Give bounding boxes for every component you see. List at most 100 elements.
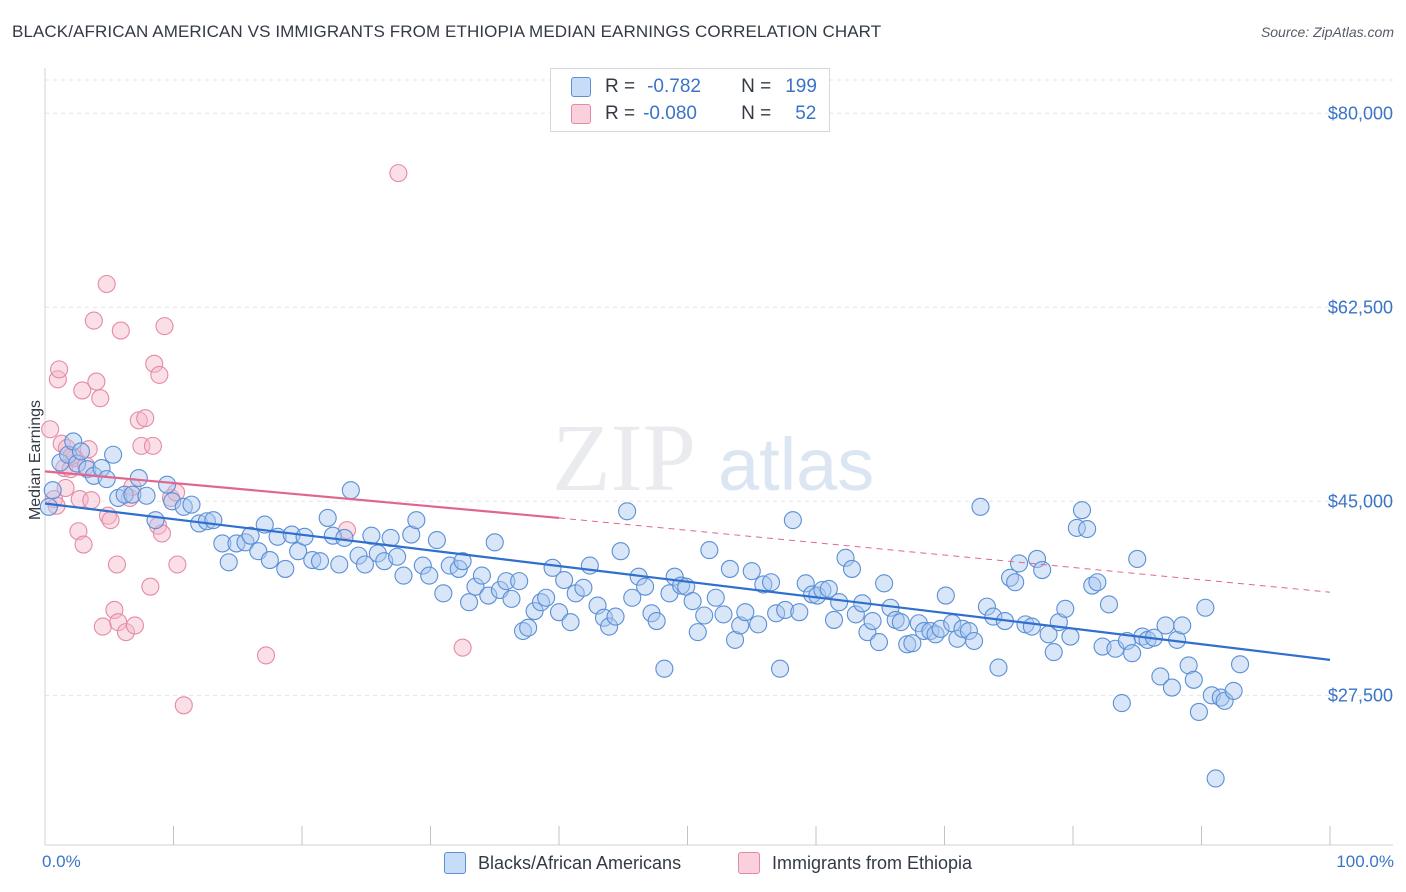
data-point-blacks-african-americans [783, 511, 802, 530]
data-point-blacks-african-americans [335, 528, 354, 547]
data-point-blacks-african-americans [984, 607, 1003, 626]
data-point-blacks-african-americans [742, 562, 761, 581]
chart-title: BLACK/AFRICAN AMERICAN VS IMMIGRANTS FRO… [12, 22, 882, 41]
data-point-blacks-african-americans [971, 497, 990, 516]
data-point-blacks-african-americans [824, 610, 844, 629]
data-point-blacks-african-americans [903, 634, 922, 653]
data-point-blacks-african-americans [219, 553, 238, 572]
data-point-blacks-african-americans [770, 659, 790, 678]
data-point-blacks-african-americans [611, 542, 630, 561]
data-point-immigrants-from-ethiopia [82, 491, 101, 510]
data-point-blacks-african-americans [510, 572, 529, 591]
legend-row-series2: R = -0.080 N = 52 [571, 102, 816, 126]
data-point-blacks-african-americans [129, 468, 148, 488]
data-point-immigrants-from-ethiopia [136, 409, 155, 428]
y-axis-title: Median Earnings [27, 399, 44, 521]
data-point-blacks-african-americans [355, 555, 375, 574]
data-point-blacks-african-americans [537, 588, 556, 607]
data-point-blacks-african-americans [655, 659, 674, 678]
data-point-blacks-african-americans [1189, 702, 1208, 722]
data-point-immigrants-from-ethiopia [155, 317, 174, 336]
data-point-blacks-african-americans [977, 597, 996, 616]
data-point-blacks-african-americans [1083, 576, 1102, 595]
data-point-blacks-african-americans [842, 559, 862, 578]
data-point-blacks-african-americans [276, 559, 295, 578]
data-point-blacks-african-americans [71, 442, 91, 461]
data-point-immigrants-from-ethiopia [150, 365, 169, 384]
data-point-blacks-african-americans [310, 552, 330, 571]
data-point-blacks-african-americans [204, 511, 223, 530]
data-point-blacks-african-americans [182, 495, 201, 514]
data-point-blacks-african-americans [561, 613, 580, 632]
y-tick-label: $62,500 [1328, 297, 1393, 317]
data-point-blacks-african-americans [736, 603, 755, 622]
data-point-immigrants-from-ethiopia [93, 617, 112, 636]
data-point-blacks-african-americans [543, 558, 562, 577]
bottom-legend-series2: Immigrants from Ethiopia [738, 852, 972, 874]
data-point-immigrants-from-ethiopia [74, 535, 93, 554]
data-point-blacks-african-americans [1044, 643, 1063, 662]
data-point-blacks-african-americans [158, 475, 177, 494]
data-point-blacks-african-americans [1061, 627, 1080, 646]
bottom-legend-swatch-pink [738, 852, 760, 874]
data-point-blacks-african-americans [349, 546, 368, 565]
data-point-blacks-african-americans [1088, 573, 1107, 592]
data-point-blacks-african-americans [891, 613, 910, 632]
data-point-blacks-african-americans [146, 511, 165, 530]
data-point-blacks-african-americans [1112, 694, 1131, 713]
trend-line-blacks-african-americans [44, 502, 1331, 661]
data-point-blacks-african-americans [1009, 554, 1029, 573]
series-immigrants-from-ethiopia-points [41, 164, 472, 715]
data-point-blacks-african-americans [1215, 691, 1234, 710]
data-point-immigrants-from-ethiopia [145, 354, 164, 373]
data-point-blacks-african-americans [519, 618, 538, 637]
data-point-blacks-african-americans [1173, 616, 1192, 635]
data-point-blacks-african-americans [227, 534, 246, 553]
legend-r-value: -0.782 [647, 76, 701, 97]
data-point-immigrants-from-ethiopia [87, 372, 106, 391]
data-point-blacks-african-americans [502, 589, 521, 608]
y-tick-label: $45,000 [1328, 491, 1393, 511]
legend-n-label: N = [741, 76, 772, 97]
data-point-blacks-african-americans [1123, 644, 1142, 663]
data-point-blacks-african-americans [479, 586, 498, 605]
data-point-blacks-african-americans [700, 541, 719, 560]
data-point-blacks-african-americans [1128, 549, 1147, 569]
series-blacks-african-americans-points [39, 432, 1250, 788]
data-point-blacks-african-americans [163, 492, 182, 511]
data-point-blacks-african-americans [863, 611, 882, 631]
data-point-blacks-african-americans [330, 555, 349, 574]
data-point-blacks-african-americans [97, 470, 116, 489]
data-point-blacks-african-americans [413, 556, 432, 575]
source-text: Source: ZipAtlas.com [1260, 24, 1394, 40]
data-point-immigrants-from-ethiopia [50, 360, 69, 379]
legend-r-label: R = [605, 76, 636, 97]
legend-r-label: R = [605, 103, 636, 124]
data-point-blacks-african-americans [790, 603, 809, 622]
data-point-immigrants-from-ethiopia [69, 522, 88, 541]
legend-swatch-blue [571, 77, 591, 97]
legend-r-value: -0.080 [643, 103, 697, 124]
x-axis-min-label: 0.0% [42, 852, 81, 871]
x-axis-max-label: 100.0% [1336, 852, 1394, 871]
data-point-blacks-african-americans [513, 621, 533, 641]
data-point-blacks-african-americans [875, 574, 894, 593]
y-tick-labels: $27,500 $45,000 $62,500 $80,000 [1328, 103, 1393, 705]
data-point-blacks-african-americans [989, 658, 1008, 677]
data-point-blacks-african-americans [64, 432, 83, 451]
legend-row-series1: R = -0.782 N = 199 [571, 75, 817, 99]
data-point-blacks-african-americans [1162, 678, 1181, 697]
data-point-blacks-african-americans [427, 531, 446, 550]
data-point-blacks-african-americans [623, 588, 642, 607]
data-point-blacks-african-americans [959, 621, 978, 641]
data-point-blacks-african-americans [594, 608, 614, 627]
data-point-blacks-african-americans [459, 593, 479, 612]
data-point-blacks-african-americans [846, 605, 865, 624]
data-point-blacks-african-americans [525, 602, 544, 621]
data-point-blacks-african-americans [318, 508, 337, 527]
watermark-atlas: atlas [718, 423, 874, 506]
data-point-immigrants-from-ethiopia [111, 321, 130, 340]
data-point-immigrants-from-ethiopia [453, 638, 472, 657]
bottom-legend-label: Immigrants from Ethiopia [772, 852, 973, 873]
